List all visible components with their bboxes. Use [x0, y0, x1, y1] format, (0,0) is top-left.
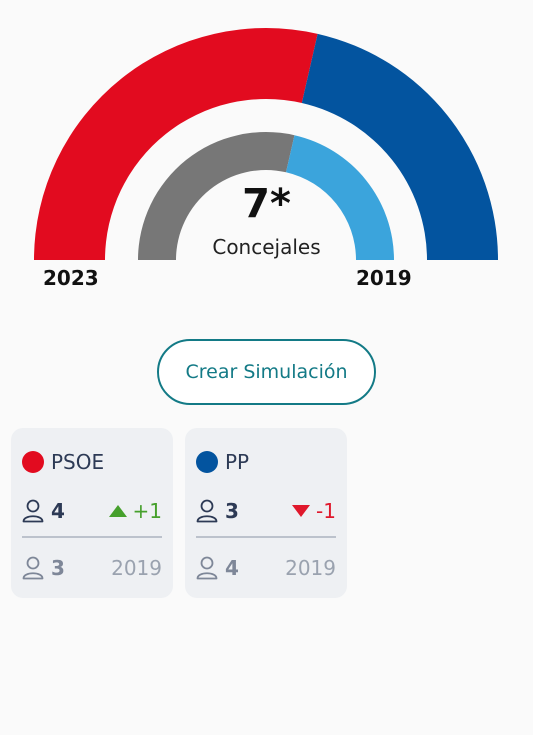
previous-year: 2019	[285, 556, 336, 580]
previous-seats-row: 4 2019	[196, 554, 336, 582]
party-header: PSOE	[22, 449, 104, 475]
previous-year: 2019	[111, 556, 162, 580]
party-card-pp[interactable]: PP 3 -1 4 2019	[185, 428, 347, 598]
seat-change: +1	[108, 499, 162, 523]
year-label-current: 2023	[43, 266, 99, 290]
party-name: PSOE	[51, 450, 105, 474]
triangle-up-icon	[108, 505, 127, 517]
person-icon	[196, 499, 218, 523]
person-icon	[22, 556, 44, 580]
seat-count: 3	[225, 499, 239, 523]
total-seats-label: Concejales	[212, 235, 321, 259]
ring-2019	[138, 131, 394, 260]
party-color-dot	[22, 451, 44, 473]
person-icon	[22, 499, 44, 523]
previous-seats-row: 3 2019	[22, 554, 162, 582]
seat-change-value: +1	[132, 499, 162, 523]
seat-chart	[34, 27, 498, 261]
previous-seat-count: 3	[51, 556, 65, 580]
year-label-previous: 2019	[356, 266, 412, 290]
triangle-down-icon	[292, 505, 311, 517]
party-header: PP	[196, 449, 249, 475]
ring-2023	[34, 27, 498, 261]
seat-count: 4	[51, 499, 65, 523]
arc-2019-pp	[286, 135, 394, 260]
person-icon	[196, 556, 218, 580]
current-seats-row: 3 -1	[196, 497, 336, 525]
divider	[196, 536, 336, 538]
current-seats-row: 4 +1	[22, 497, 162, 525]
party-card-psoe[interactable]: PSOE 4 +1 3 2019	[11, 428, 173, 598]
divider	[22, 536, 162, 538]
total-seats: 7*	[242, 181, 291, 227]
party-name: PP	[225, 450, 250, 474]
arc-2023-pp	[301, 33, 498, 260]
seat-change-value: -1	[316, 499, 336, 523]
previous-seat-count: 4	[225, 556, 239, 580]
arc-2019-otros	[138, 131, 295, 260]
party-color-dot	[196, 451, 218, 473]
create-simulation-button[interactable]: Crear Simulación	[157, 339, 376, 405]
seat-change: -1	[292, 499, 336, 523]
arc-2023-psoe	[34, 27, 318, 261]
